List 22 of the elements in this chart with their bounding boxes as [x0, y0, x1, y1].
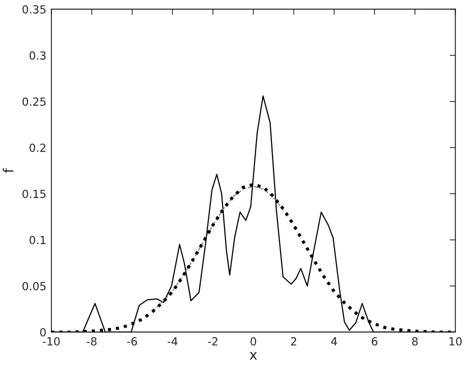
- line-series: [152, 186, 284, 312]
- x-tick-label: 10: [449, 337, 462, 346]
- x-tick-label: -8: [86, 337, 97, 346]
- x-tick-label: 4: [331, 337, 338, 346]
- y-tick-label: 0.3: [30, 51, 46, 60]
- y-axis-title: f: [2, 168, 14, 173]
- y-tick-label: 0.1: [30, 236, 46, 244]
- y-tick-label: 0.25: [22, 97, 46, 106]
- x-tick-label: -2: [208, 337, 218, 346]
- y-tick-label: 0.15: [22, 190, 46, 198]
- y-tick-label: 0.2: [30, 144, 46, 152]
- y-tick-label: 0.05: [22, 282, 46, 290]
- x-tick-label: 8: [412, 337, 418, 346]
- x-tick-label: -6: [127, 337, 137, 346]
- x-axis-title: x: [250, 352, 257, 360]
- x-tick-label: -4: [168, 337, 178, 346]
- x-tick-label: 6: [372, 337, 378, 346]
- x-tick-label: 0: [250, 337, 256, 346]
- y-tick-label: 0.35: [22, 5, 46, 14]
- y-tick-label: 0: [40, 328, 46, 336]
- x-tick-label: -10: [42, 337, 60, 346]
- x-tick-label: 2: [291, 337, 296, 346]
